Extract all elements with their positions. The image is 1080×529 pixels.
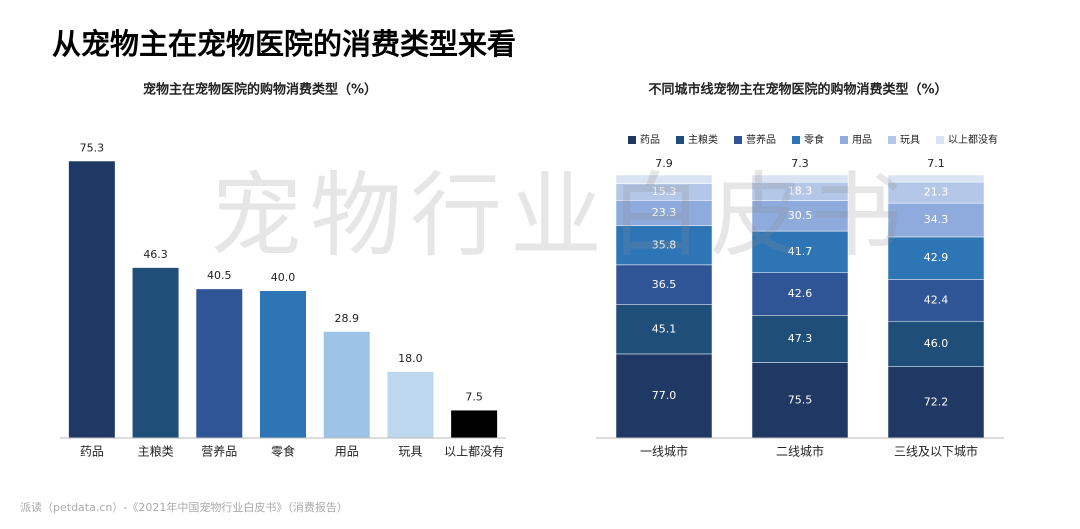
x-tick-label: 玩具	[398, 445, 422, 459]
value-label: 7.9	[655, 157, 673, 170]
bar	[68, 161, 115, 438]
value-label: 75.3	[80, 141, 105, 154]
value-label: 40.0	[271, 271, 296, 284]
bar-segment	[615, 174, 713, 184]
value-label: 45.1	[652, 322, 677, 335]
value-label: 72.2	[924, 395, 949, 408]
value-label: 41.7	[788, 245, 813, 258]
value-label: 18.3	[788, 184, 813, 197]
value-label: 15.3	[652, 185, 677, 198]
bar-segment	[751, 315, 849, 363]
bar-segment	[751, 200, 849, 232]
bar-segment	[887, 366, 985, 439]
bar-segment	[615, 304, 713, 355]
x-tick-label: 营养品	[201, 444, 237, 459]
x-tick-label: 药品	[80, 445, 104, 459]
bar-segment	[615, 225, 713, 266]
bar	[387, 371, 434, 438]
page-title: 从宠物主在宠物医院的消费类型来看	[52, 27, 516, 61]
bar-segment	[887, 236, 985, 280]
chart-title: 不同城市线宠物主在宠物医院的购物消费类型（%）	[648, 82, 947, 98]
bar-segment	[887, 174, 985, 183]
legend-label: 零食	[804, 133, 824, 146]
value-label: 28.9	[334, 312, 359, 325]
legend-label: 玩具	[900, 134, 920, 146]
legend-label: 营养品	[746, 133, 776, 146]
legend-label: 用品	[852, 134, 872, 146]
chart-title: 宠物主在宠物医院的购物消费类型（%）	[143, 82, 377, 98]
bar-segment	[887, 320, 985, 367]
bar	[451, 410, 498, 438]
value-label: 23.3	[652, 206, 677, 219]
bar	[323, 331, 370, 438]
value-label: 35.8	[652, 238, 677, 251]
bar-segment	[751, 174, 849, 183]
legend-swatch	[676, 136, 684, 144]
value-label: 40.5	[207, 269, 232, 282]
legend-label: 药品	[640, 134, 660, 146]
bar-segment	[751, 272, 849, 316]
legend-swatch	[888, 136, 896, 144]
value-label: 46.3	[143, 248, 168, 261]
value-label: 7.5	[465, 390, 483, 403]
x-tick-label: 零食	[271, 444, 295, 459]
value-label: 36.5	[652, 278, 677, 291]
x-tick-label: 一线城市	[640, 444, 688, 459]
value-label: 42.9	[924, 251, 949, 264]
x-tick-label: 以上都没有	[444, 444, 504, 459]
value-label: 34.3	[924, 213, 949, 226]
x-tick-label: 主粮类	[138, 444, 174, 459]
value-label: 42.6	[788, 287, 813, 300]
x-tick-label: 三线及以下城市	[894, 444, 978, 459]
legend-label: 以上都没有	[948, 133, 998, 146]
legend-swatch	[792, 136, 800, 144]
bar	[132, 267, 179, 438]
legend-label: 主粮类	[688, 133, 718, 146]
footer: 派读（petdata.cn）-《2021年中国宠物行业白皮书》（消费报告）	[20, 500, 348, 514]
x-tick-label: 用品	[335, 445, 359, 459]
x-tick-label: 二线城市	[776, 444, 824, 459]
bar	[196, 289, 243, 438]
value-label: 47.3	[788, 332, 813, 345]
value-label: 46.0	[924, 337, 949, 350]
value-label: 7.3	[791, 157, 809, 170]
value-label: 18.0	[398, 352, 423, 365]
bar	[260, 291, 306, 438]
value-label: 30.5	[788, 209, 813, 222]
legend-swatch	[936, 136, 944, 144]
bar-segment	[751, 230, 849, 273]
legend-swatch	[840, 136, 848, 144]
legend-swatch	[734, 136, 742, 144]
value-label: 21.3	[924, 186, 949, 199]
bar-segment	[887, 202, 985, 238]
value-label: 77.0	[652, 389, 677, 402]
value-label: 7.1	[927, 157, 945, 170]
legend-swatch	[628, 136, 636, 144]
bar-segment	[887, 279, 985, 322]
watermark: 宠物行业白皮书	[210, 162, 910, 269]
bar-segment	[615, 200, 713, 227]
value-label: 75.5	[788, 393, 813, 406]
value-label: 42.4	[924, 293, 949, 306]
